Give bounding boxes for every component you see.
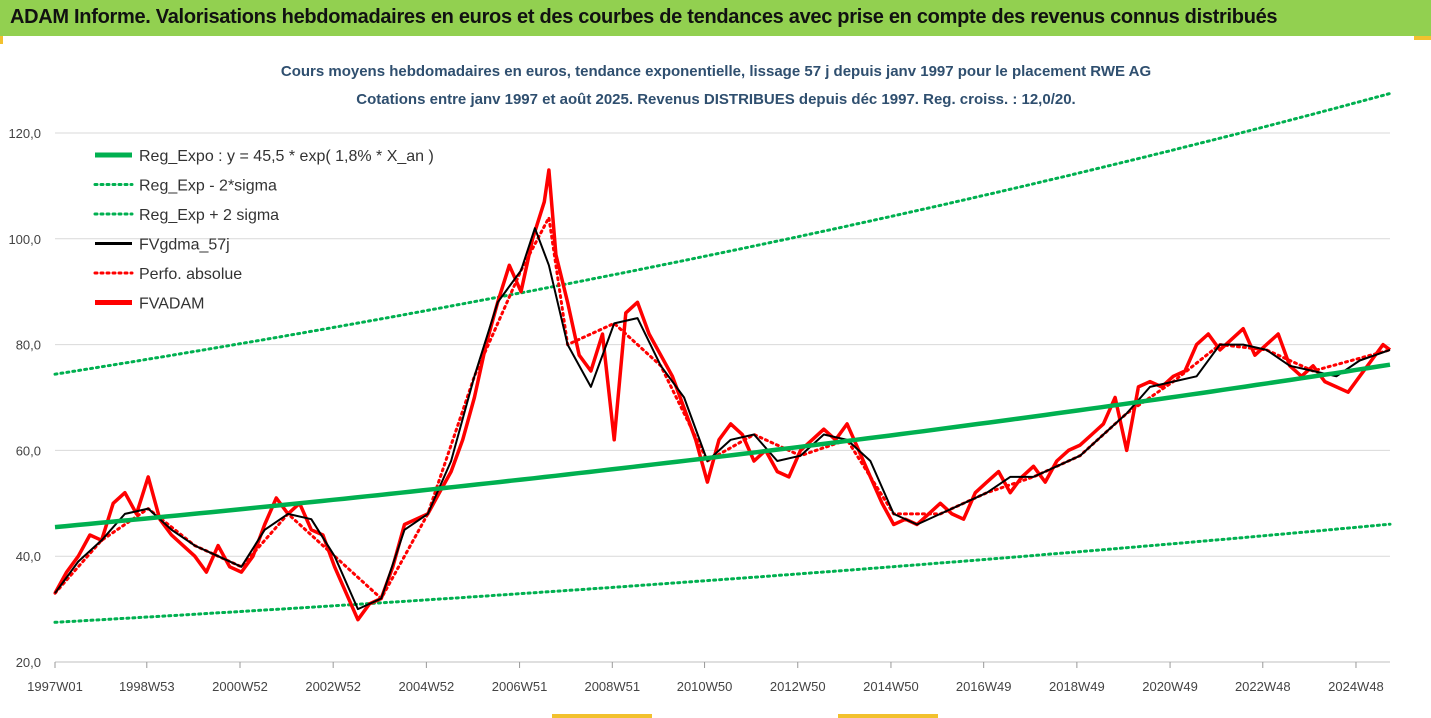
report-banner: ADAM Informe. Valorisations hebdomadaire… (0, 0, 1431, 36)
x-tick-label: 2024W48 (1328, 679, 1384, 694)
y-tick-label: 60,0 (16, 443, 41, 458)
series-line-3 (54, 227, 1391, 611)
series-line-2 (53, 92, 1392, 376)
y-tick-label: 20,0 (16, 655, 41, 670)
bottom-marker-left (552, 714, 652, 718)
corner-marker-right (1414, 36, 1431, 40)
series-layer (53, 92, 1392, 624)
legend-label: FVgdma_57j (139, 237, 230, 254)
x-tick-label: 2010W50 (677, 679, 733, 694)
legend: Reg_Expo : y = 45,5 * exp( 1,8% * X_an )… (93, 148, 434, 313)
x-tick-label: 2022W48 (1235, 679, 1291, 694)
legend-label: Perfo. absolue (139, 266, 242, 283)
legend-label: Reg_Exp + 2 sigma (139, 207, 279, 224)
axis-labels: 20,0 40,0 60,0 80,0 100,0 120,0 1997W01 1998W53… (8, 126, 1383, 694)
bottom-marker-right (838, 714, 938, 718)
x-tick-label: 2012W50 (770, 679, 826, 694)
x-tick-label: 1998W53 (119, 679, 175, 694)
y-tick-label: 120,0 (8, 126, 41, 141)
report-title: ADAM Informe. Valorisations hebdomadaire… (10, 6, 1278, 28)
legend-label: Reg_Expo : y = 45,5 * exp( 1,8% * X_an ) (139, 148, 434, 165)
x-tick-label: 2002W52 (305, 679, 361, 694)
x-tick-label: 2018W49 (1049, 679, 1105, 694)
chart-subtitle: Cotations entre janv 1997 et août 2025. … (356, 91, 1075, 108)
grid-lines (54, 132, 1390, 668)
x-tick-label: 2004W52 (399, 679, 455, 694)
x-tick-label: 2000W52 (212, 679, 268, 694)
x-tick-label: 2006W51 (492, 679, 548, 694)
y-tick-label: 100,0 (8, 232, 41, 247)
x-tick-label: 2008W51 (584, 679, 640, 694)
legend-label: FVADAM (139, 296, 204, 313)
x-tick-label: 2014W50 (863, 679, 919, 694)
series-line-1 (53, 522, 1392, 624)
series-line-0 (54, 362, 1391, 530)
chart-area: Cours moyens hebdomadaires en euros, ten… (8, 63, 1392, 694)
corner-marker-left (0, 36, 3, 44)
x-tick-label: 2020W49 (1142, 679, 1198, 694)
series-line-4 (53, 216, 1392, 600)
legend-label: Reg_Exp - 2*sigma (139, 178, 277, 195)
chart-title: Cours moyens hebdomadaires en euros, ten… (281, 63, 1151, 80)
y-tick-label: 40,0 (16, 549, 41, 564)
x-tick-label: 1997W01 (27, 679, 83, 694)
x-tick-label: 2016W49 (956, 679, 1012, 694)
y-tick-label: 80,0 (16, 338, 41, 353)
